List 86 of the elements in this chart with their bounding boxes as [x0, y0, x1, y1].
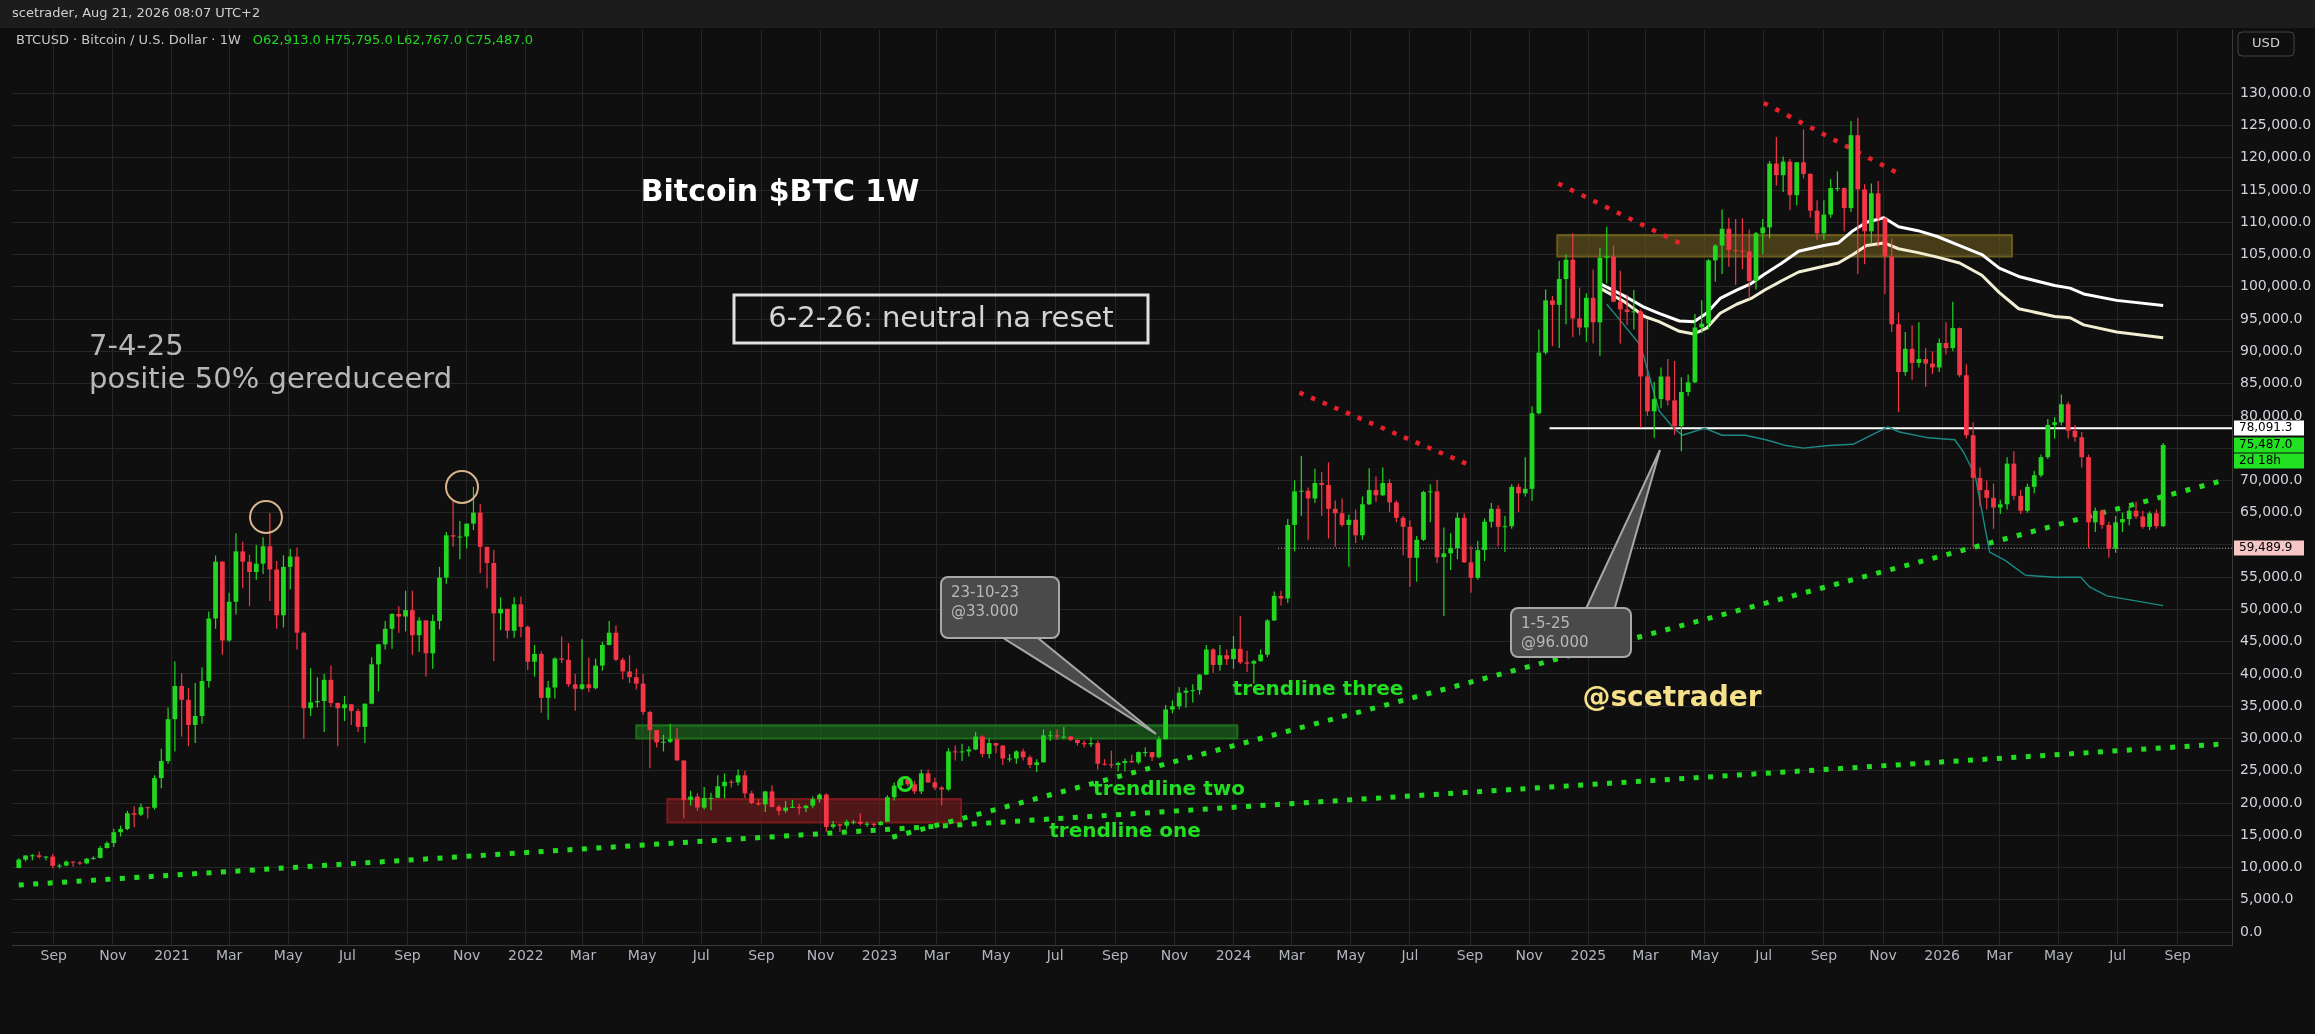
x-tick-label: Mar: [1278, 947, 1306, 964]
x-tick-label: Nov: [1515, 947, 1543, 964]
x-tick-label: Jul: [2108, 947, 2127, 964]
annotation: 23-10-23 @33.000: [951, 583, 1020, 621]
x-tick-label: Mar: [923, 947, 951, 964]
x-tick-label: Jul: [337, 947, 356, 964]
x-tick-label: Jul: [1045, 947, 1064, 964]
x-tick-label: May: [1336, 947, 1366, 964]
x-tick-label: Mar: [569, 947, 597, 964]
y-tick-label: 25,000.0: [2240, 761, 2303, 778]
x-tick-label: Sep: [394, 947, 421, 964]
candlestick: [993, 743, 999, 754]
annotation: trendline two: [1093, 776, 1245, 801]
y-tick-label: 90,000.0: [2240, 341, 2303, 358]
y-tick-label: 130,000.0: [2240, 83, 2312, 100]
x-tick-label: Sep: [1102, 947, 1129, 964]
text: 59,489.9: [2239, 540, 2293, 555]
y-tick-label: 100,000.0: [2240, 277, 2312, 294]
x-tick-label: Sep: [1456, 947, 1484, 964]
x-tick-label: Mar: [1986, 947, 2013, 964]
text: 78,091.3: [2239, 420, 2293, 435]
annotation: trendline three: [1232, 676, 1404, 701]
x-tick-label: Nov: [99, 947, 127, 964]
y-tick-label: 10,000.0: [2240, 858, 2303, 875]
x-tick-label: 2025: [1570, 947, 1607, 964]
x-tick-label: Sep: [748, 947, 775, 964]
x-tick-label: Jul: [691, 947, 710, 964]
annotation: 7-4-25: [89, 327, 184, 362]
y-tick-label: 50,000.0: [2240, 600, 2303, 617]
x-tick-label: Jul: [1400, 947, 1419, 964]
chart-title: BTCUSD · Bitcoin / U.S. Dollar · 1W: [16, 32, 241, 48]
y-tick-label: 80,000.0: [2240, 406, 2303, 423]
chart-subtitle: O62,913.0 H75,795.0 L62,767.0 C75,487.0: [252, 32, 534, 48]
y-tick-label: 45,000.0: [2240, 632, 2303, 649]
y-tick-label: 0.0: [2240, 922, 2263, 939]
y-tick-label: 55,000.0: [2240, 567, 2303, 584]
text: 2d 18h: [2239, 453, 2281, 468]
x-tick-label: May: [2044, 947, 2073, 964]
x-tick-label: Nov: [1160, 947, 1189, 964]
y-tick-label: 105,000.0: [2240, 245, 2312, 262]
x-tick-label: Jul: [1754, 947, 1773, 964]
annotation: positie 50% gereduceerd: [89, 360, 453, 395]
y-tick-label: 70,000.0: [2240, 471, 2303, 488]
x-tick-label: 2024: [1215, 947, 1252, 964]
x-tick-label: May: [627, 947, 657, 964]
y-tick-label: 35,000.0: [2240, 696, 2303, 713]
x-tick-label: May: [1690, 947, 1720, 964]
y-tick-label: 15,000.0: [2240, 825, 2303, 842]
x-tick-label: Sep: [1810, 947, 1838, 964]
annotation: 6-2-26: neutral na reset: [768, 299, 1114, 334]
y-tick-label: 5,000.0: [2240, 890, 2294, 907]
y-tick-label: 40,000.0: [2240, 664, 2303, 681]
x-tick-label: 2022: [507, 947, 544, 964]
x-tick-label: May: [273, 947, 303, 964]
y-tick-label: 85,000.0: [2240, 374, 2303, 391]
x-tick-label: 2023: [861, 947, 898, 964]
text: scetrader, Aug 21, 2026 08:07 UTC+2: [12, 5, 261, 21]
y-tick-label: 65,000.0: [2240, 503, 2303, 520]
y-tick-label: 125,000.0: [2240, 116, 2312, 133]
x-tick-label: Mar: [1632, 947, 1659, 964]
text: 75,487.0: [2239, 437, 2293, 452]
annotation: 1-5-25 @96.000: [1521, 614, 1589, 652]
candlestick: [1054, 729, 1060, 740]
y-tick-label: 30,000.0: [2240, 729, 2303, 746]
x-tick-label: 2026: [1924, 947, 1961, 964]
y-tick-label: 120,000.0: [2240, 148, 2312, 165]
annotation: Bitcoin $BTC 1W: [640, 172, 920, 208]
x-tick-label: Sep: [2164, 947, 2192, 964]
x-tick-label: May: [981, 947, 1011, 964]
y-tick-label: 115,000.0: [2240, 180, 2312, 197]
text: USD: [2252, 35, 2280, 51]
x-tick-label: Nov: [806, 947, 835, 964]
candlestick: [1244, 650, 1250, 673]
x-tick-label: Sep: [40, 947, 67, 964]
candlestick: [1624, 294, 1630, 325]
x-tick-label: Nov: [453, 947, 481, 964]
x-tick-label: Nov: [1869, 947, 1897, 964]
x-tick-label: Mar: [215, 947, 243, 964]
x-tick-label: 2021: [154, 947, 190, 964]
y-tick-label: 20,000.0: [2240, 793, 2303, 810]
candlestick: [450, 499, 456, 547]
candlestick: [579, 639, 585, 691]
y-tick-label: 110,000.0: [2240, 212, 2312, 229]
annotation: trendline one: [1049, 818, 1201, 843]
y-tick-label: 95,000.0: [2240, 309, 2303, 326]
annotation: @scetrader: [1582, 680, 1762, 714]
